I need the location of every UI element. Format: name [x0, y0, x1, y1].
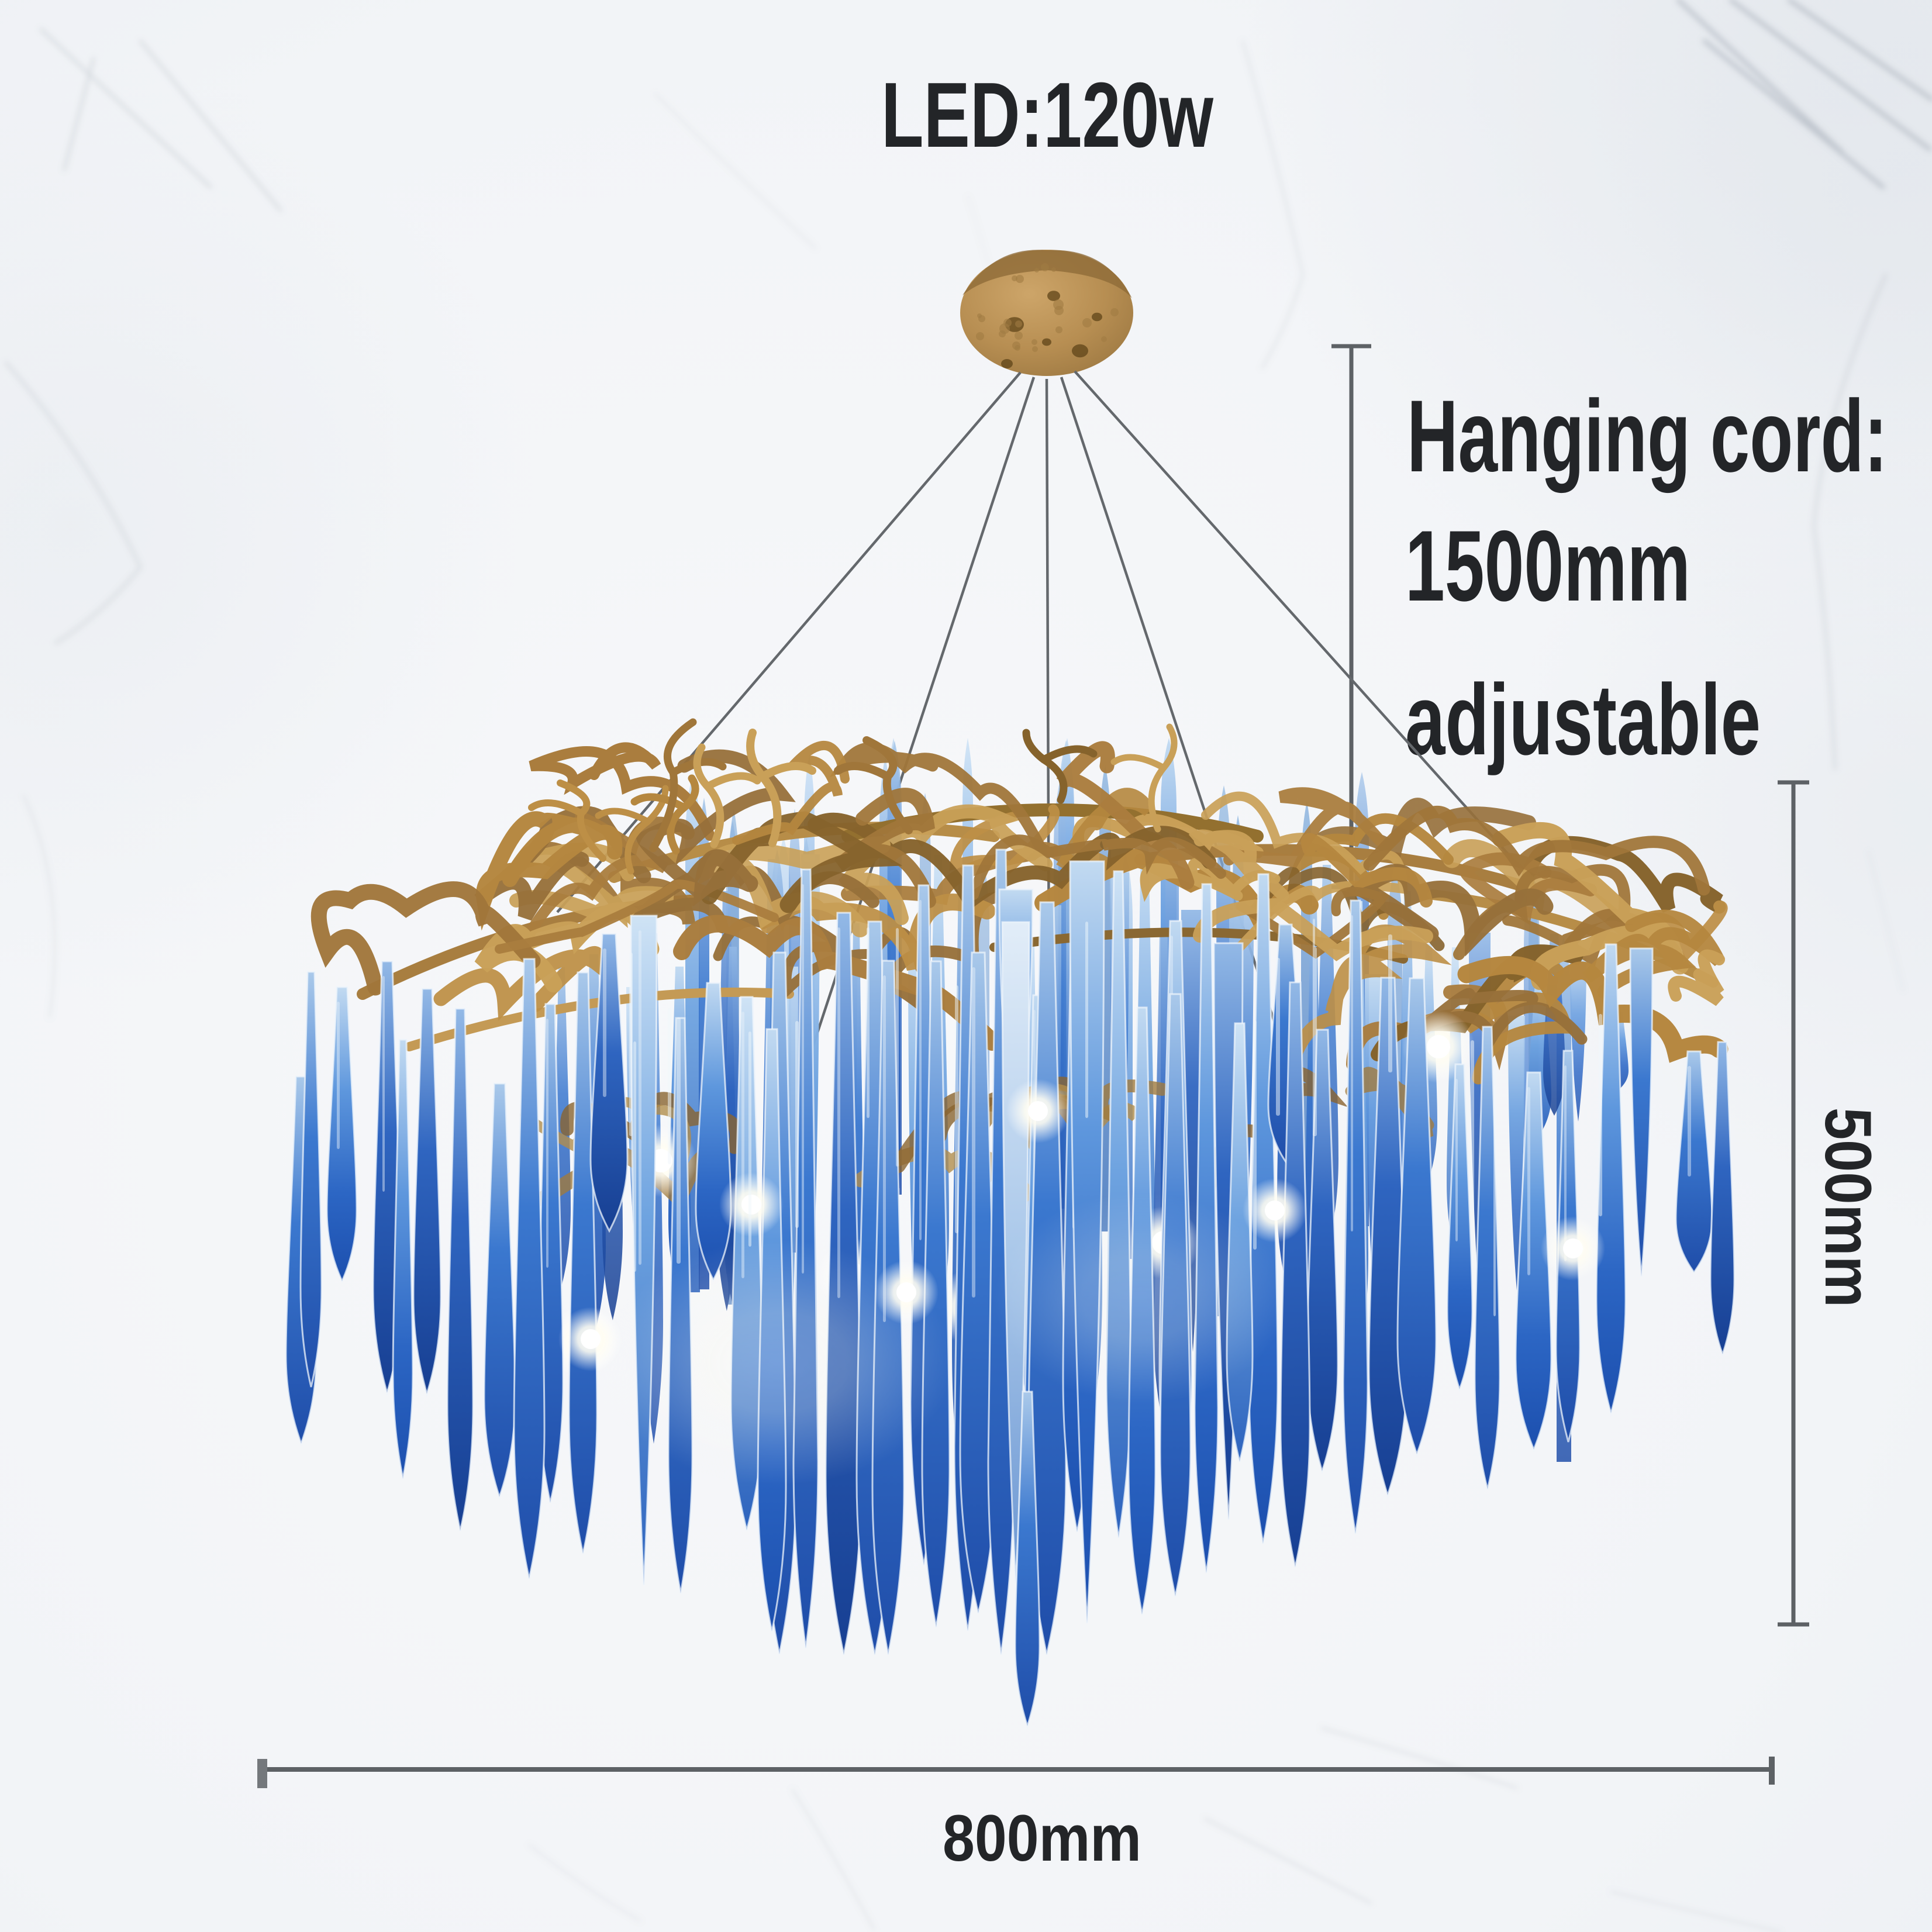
svg-text:1500mm: 1500mm	[1405, 510, 1690, 622]
svg-text:500mm: 500mm	[1812, 1108, 1885, 1307]
svg-text:800mm: 800mm	[943, 1802, 1141, 1875]
svg-text:Hanging cord:: Hanging cord:	[1407, 380, 1888, 494]
svg-text:adjustable: adjustable	[1405, 664, 1761, 776]
svg-text:LED:120w: LED:120w	[881, 64, 1214, 167]
